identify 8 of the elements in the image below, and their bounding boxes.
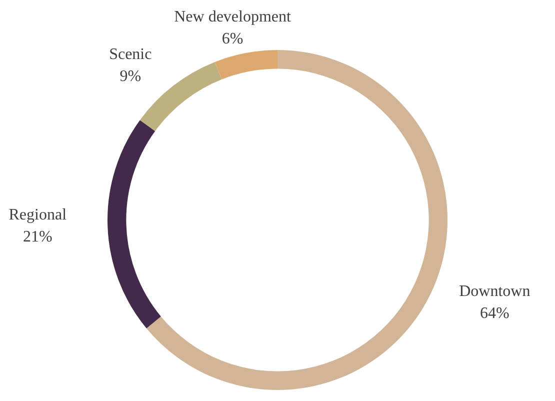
data-label: 6% — [222, 30, 244, 48]
slice-label: Downtown — [459, 283, 530, 300]
data-label: 21% — [22, 228, 52, 246]
slice-label: Scenic — [109, 46, 152, 64]
slice-label: New development — [174, 8, 292, 26]
slice-label: Regional — [8, 206, 68, 224]
data-label: 64% — [480, 305, 510, 322]
data-label: 9% — [120, 68, 142, 86]
